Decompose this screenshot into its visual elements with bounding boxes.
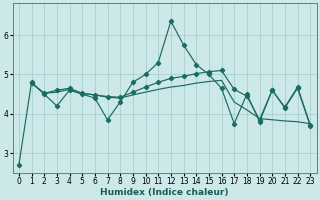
X-axis label: Humidex (Indice chaleur): Humidex (Indice chaleur) — [100, 188, 229, 197]
